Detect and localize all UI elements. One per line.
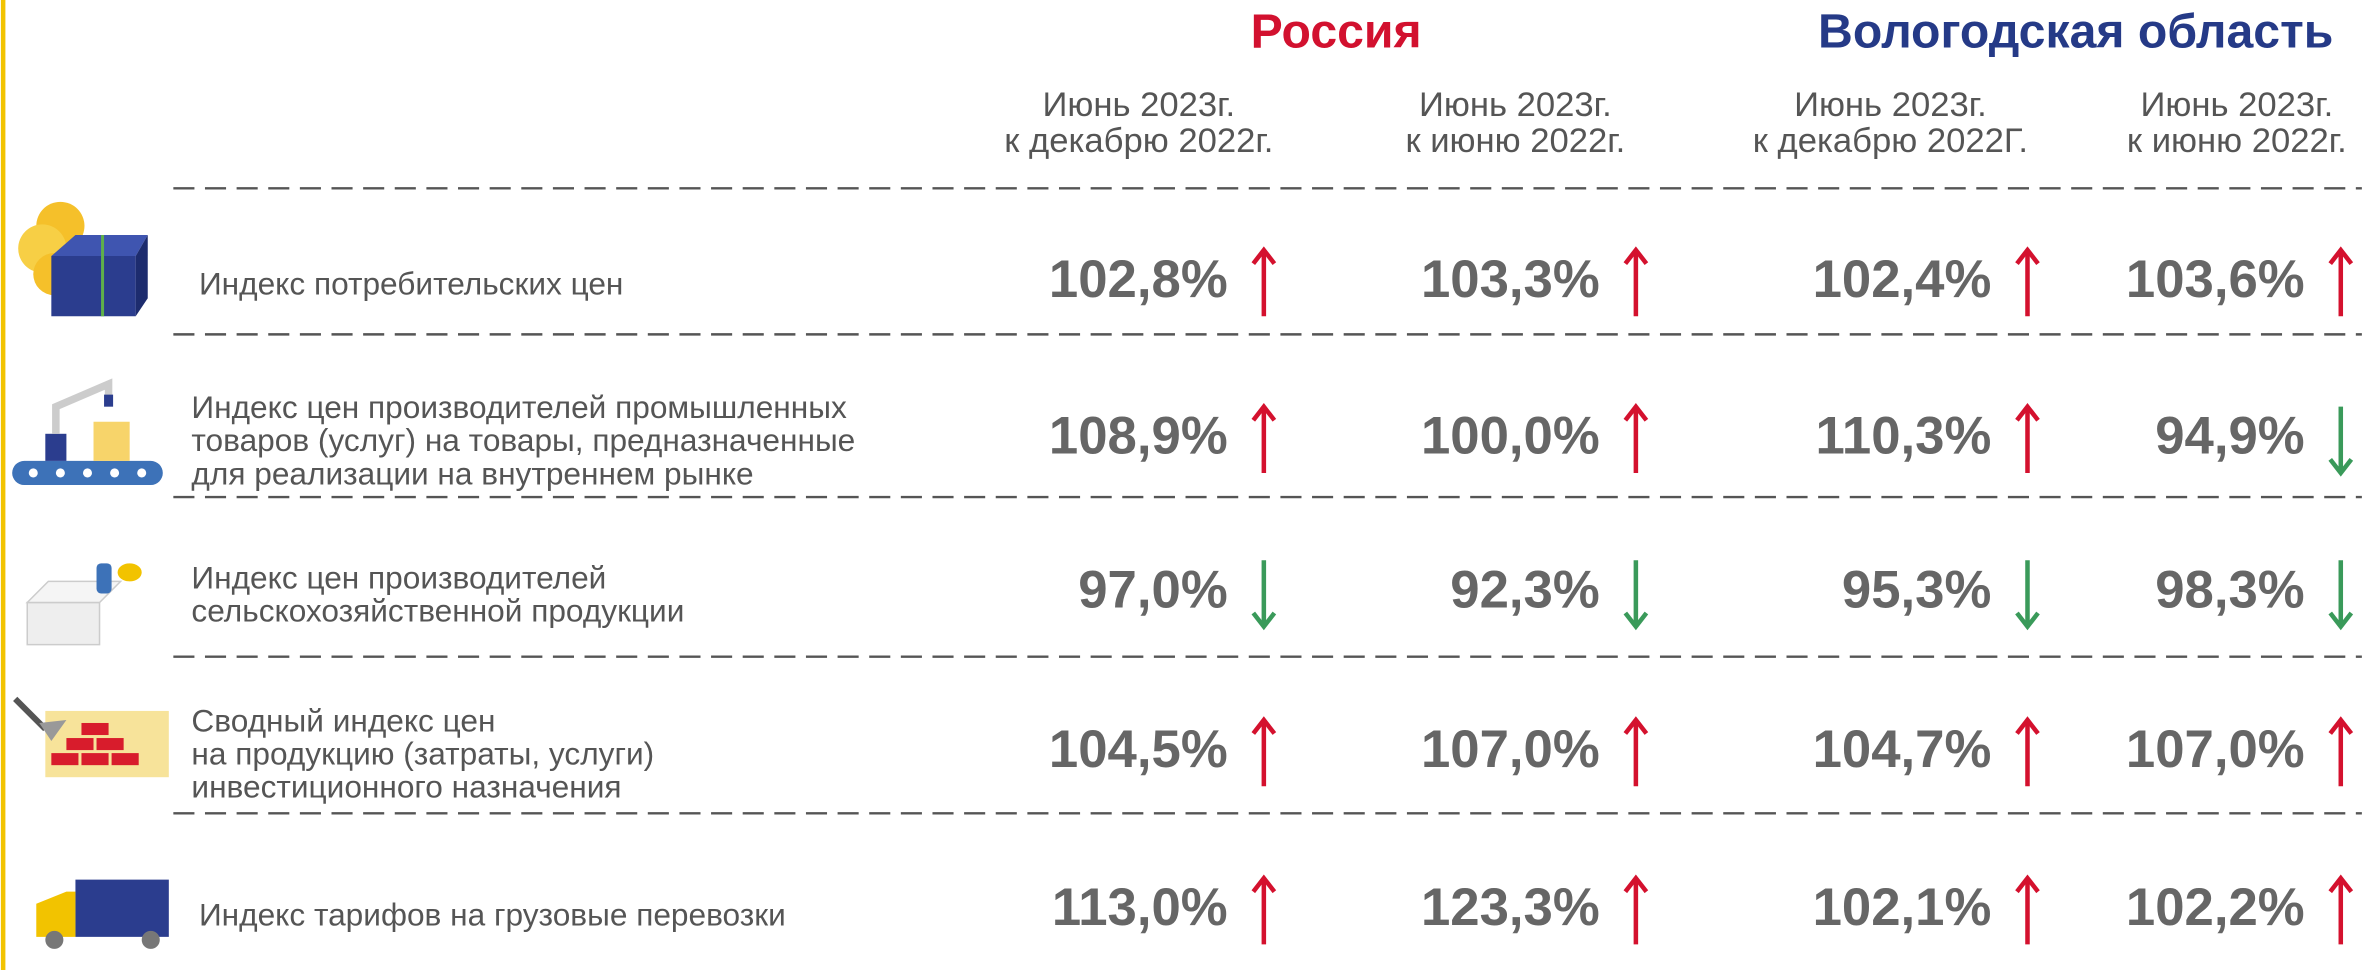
trend-arrow	[2015, 246, 2040, 317]
row-label: Индекс потребительских цен	[199, 266, 623, 302]
trend-arrow	[1251, 246, 1277, 317]
trend-arrow	[1623, 716, 1649, 787]
column-header: Июнь 2023г.	[1419, 86, 1612, 124]
row-label: товаров (услуг) на товары, предназначенн…	[191, 422, 855, 458]
trend-arrow	[1623, 402, 1649, 473]
column-header: к декабрю 2022г.	[1004, 122, 1273, 160]
trend-arrow	[1251, 716, 1277, 787]
trend-arrow	[2328, 560, 2354, 631]
trend-arrow	[2015, 560, 2040, 631]
value: 98,3%	[2155, 560, 2304, 619]
column-header: к июню 2022г.	[1405, 122, 1625, 160]
value: 107,0%	[1421, 720, 1600, 779]
trend-arrow	[1623, 246, 1649, 317]
value: 102,2%	[2126, 878, 2305, 937]
value: 95,3%	[1842, 560, 1991, 619]
column-header: к июню 2022г.	[2127, 122, 2347, 160]
icon-industry	[12, 378, 163, 485]
value: 104,7%	[1813, 720, 1992, 779]
row-label: Сводный индекс цен	[191, 702, 495, 738]
value: 123,3%	[1421, 878, 1600, 937]
value: 102,4%	[1813, 250, 1992, 309]
value: 113,0%	[1052, 878, 1228, 937]
value: 103,6%	[2126, 250, 2305, 309]
icon-truck	[36, 879, 169, 949]
row-label: для реализации на внутреннем рынке	[191, 455, 753, 491]
value: 108,9%	[1049, 407, 1228, 466]
row-label: Индекс цен производителей	[191, 559, 606, 595]
row-label: Индекс тарифов на грузовые перевозки	[199, 897, 786, 933]
value: 104,5%	[1049, 720, 1228, 779]
column-header: Июнь 2023г.	[1042, 86, 1235, 124]
column-header: к декабрю 2022Г.	[1753, 122, 2028, 160]
value: 103,3%	[1421, 250, 1600, 309]
row-label: инвестиционного назначения	[191, 769, 621, 805]
value: 102,8%	[1049, 250, 1228, 309]
trend-arrow	[2328, 874, 2354, 945]
trend-arrow	[1251, 402, 1277, 473]
icon-construction	[13, 696, 169, 778]
value: 102,1%	[1813, 878, 1992, 937]
value: 107,0%	[2126, 720, 2305, 779]
row-label: на продукцию (затраты, услуги)	[191, 735, 654, 771]
value: 97,0%	[1078, 560, 1227, 619]
trend-arrow	[1623, 874, 1649, 945]
column-header: Июнь 2023г.	[2141, 86, 2334, 124]
icon-agri	[25, 563, 142, 646]
region-title: Вологодская область	[1818, 4, 2333, 58]
trend-arrow	[1251, 560, 1277, 631]
trend-arrow	[2328, 406, 2354, 477]
icon-cpi	[18, 201, 148, 317]
column-header: Июнь 2023г.	[1794, 86, 1987, 124]
row-label: Индекс цен производителей промышленных	[191, 389, 847, 425]
trend-arrow	[1251, 874, 1277, 945]
trend-arrow	[2015, 402, 2040, 473]
value: 92,3%	[1450, 560, 1599, 619]
row-label: сельскохозяйственной продукции	[191, 592, 684, 628]
value: 100,0%	[1421, 407, 1600, 466]
trend-arrow	[1623, 560, 1649, 631]
trend-arrow	[2015, 716, 2040, 787]
trend-arrow	[2328, 716, 2354, 787]
value: 94,9%	[2155, 407, 2304, 466]
trend-arrow	[2328, 246, 2354, 317]
value: 110,3%	[1815, 407, 1991, 466]
russia-title: Россия	[1251, 4, 1422, 58]
trend-arrow	[2015, 874, 2040, 945]
